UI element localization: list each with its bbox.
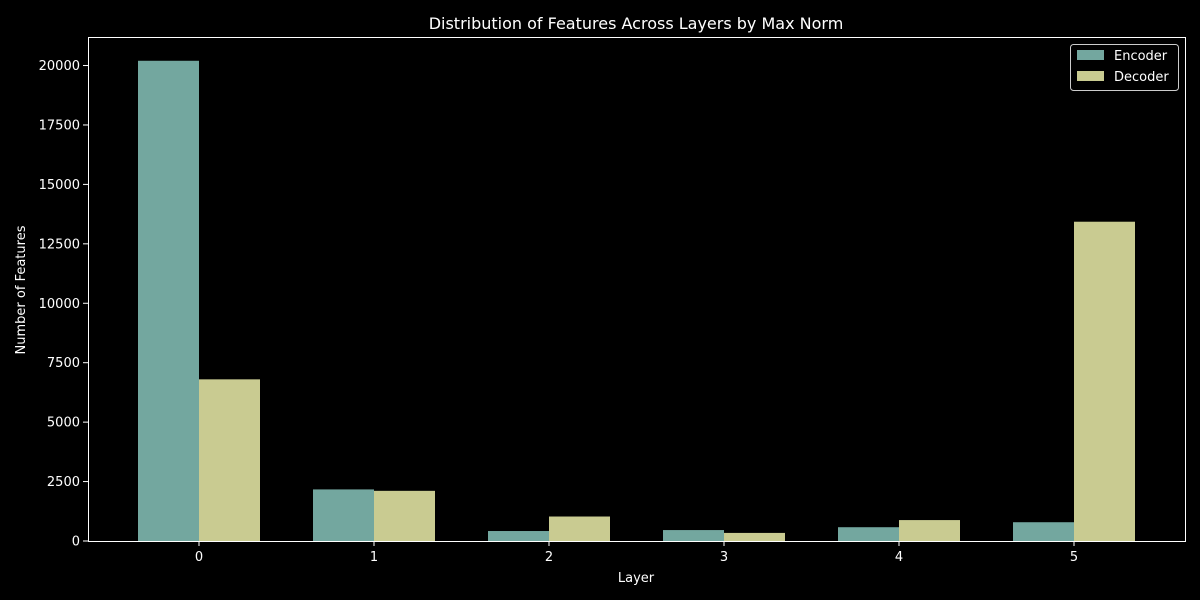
legend-label-decoder: Decoder [1114, 70, 1169, 85]
x-tick-label: 3 [720, 550, 728, 565]
y-tick-label: 15000 [39, 178, 80, 193]
bar-encoder-layer-0 [138, 60, 199, 541]
chart-title: Distribution of Features Across Layers b… [429, 14, 844, 33]
y-axis-label: Number of Features [14, 225, 29, 354]
x-axis-label: Layer [618, 571, 655, 586]
x-tick-label: 0 [195, 550, 203, 565]
y-tick-label: 12500 [39, 237, 80, 252]
bar-decoder-layer-0 [199, 379, 260, 541]
legend: Encoder Decoder [1070, 44, 1179, 91]
bar-encoder-layer-2 [488, 531, 549, 541]
bar-decoder-layer-3 [724, 532, 785, 541]
bar-decoder-layer-1 [374, 490, 435, 541]
y-axis: 0 2500 5000 7500 10000 12500 15000 17500 20000 [39, 59, 88, 550]
y-tick-label: 0 [72, 535, 80, 550]
plot-frame [88, 37, 1186, 542]
x-tick-label: 5 [1070, 550, 1078, 565]
y-tick-label: 20000 [39, 59, 80, 74]
bar-encoder-layer-4 [838, 527, 899, 541]
bar-encoder-layer-5 [1013, 522, 1074, 541]
legend-swatch-encoder [1077, 50, 1104, 60]
x-tick-label: 1 [370, 550, 378, 565]
y-tick-label: 2500 [47, 475, 80, 490]
bars-group [138, 60, 1135, 541]
legend-label-encoder: Encoder [1114, 49, 1168, 64]
bar-decoder-layer-2 [549, 516, 610, 541]
x-tick-label: 2 [545, 550, 553, 565]
y-tick-label: 5000 [47, 416, 80, 431]
y-tick-label: 7500 [47, 356, 80, 371]
bar-decoder-layer-5 [1074, 221, 1135, 541]
legend-swatch-decoder [1077, 71, 1104, 81]
bar-encoder-layer-1 [313, 489, 374, 541]
x-axis: 0 1 2 3 4 5 [195, 541, 1078, 565]
y-tick-label: 17500 [39, 118, 80, 133]
x-tick-label: 4 [895, 550, 903, 565]
bar-decoder-layer-4 [899, 520, 960, 541]
bar-encoder-layer-3 [663, 530, 724, 541]
y-tick-label: 10000 [39, 297, 80, 312]
